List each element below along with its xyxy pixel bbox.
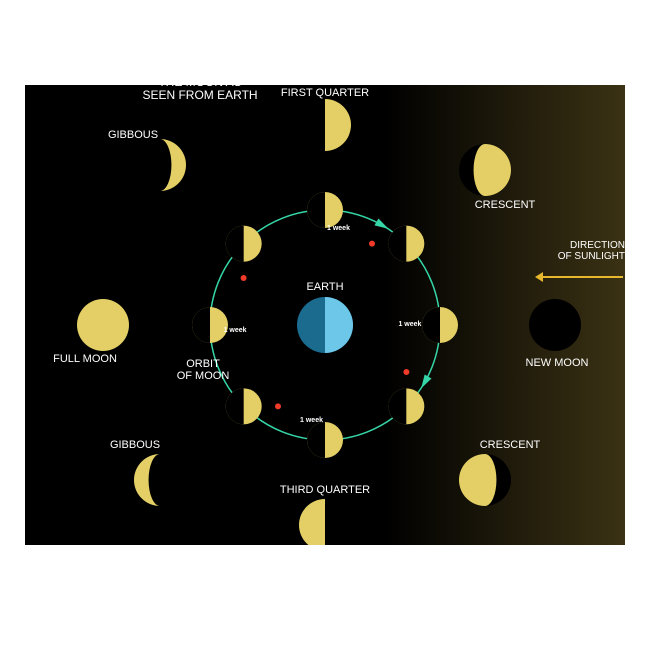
orbit-moon	[388, 226, 424, 262]
phase-first_q	[299, 99, 351, 151]
orbit-moon	[307, 422, 343, 458]
phase-label-full: FULL MOON	[53, 353, 117, 365]
earth	[297, 297, 353, 353]
phase-label-wax_gib: GIBBOUS	[108, 129, 158, 141]
phase-wan_gib	[134, 454, 186, 506]
phase-label-new: NEW MOON	[526, 357, 589, 369]
phase-wax_cres	[459, 144, 511, 196]
phase-label-third_q: THIRD QUARTER	[280, 484, 370, 496]
orbit-moon	[226, 226, 262, 262]
orbit-moon	[226, 388, 262, 424]
phase-wan_cres	[459, 454, 511, 506]
phase-label-wan_gib: GIBBOUS	[110, 439, 160, 451]
orbit-label: ORBIT OF MOON	[177, 358, 230, 382]
week-label: 1 week	[327, 225, 350, 233]
diagram-title: PHASES OF THE MOON AS SEEN FROM EARTH	[142, 63, 257, 103]
moon-phases-diagram	[25, 85, 625, 545]
phase-new	[529, 299, 581, 351]
orbit-moon	[422, 307, 458, 343]
orbit-marker	[275, 403, 281, 409]
orbit-marker	[241, 275, 247, 281]
week-label: 1 week	[398, 321, 421, 329]
phase-wax_gib	[134, 139, 186, 191]
orbit-marker	[403, 369, 409, 375]
week-label: 1 week	[300, 417, 323, 425]
phase-label-wax_cres: CRESCENT	[475, 199, 536, 211]
orbit-moon	[192, 307, 228, 343]
phase-full	[77, 299, 129, 351]
orbit-moon	[388, 388, 424, 424]
sunlight-label: DIRECTION OF SUNLIGHT	[558, 240, 625, 262]
phase-label-wan_cres: CRESCENT	[480, 439, 541, 451]
earth-label: EARTH	[306, 281, 343, 293]
orbit-moon	[307, 192, 343, 228]
week-label: 1 week	[224, 327, 247, 335]
orbit-marker	[369, 241, 375, 247]
phase-label-first_q: FIRST QUARTER	[281, 87, 369, 99]
